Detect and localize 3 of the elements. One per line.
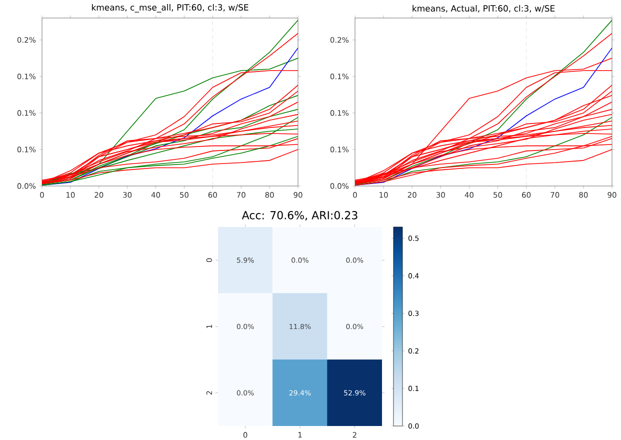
chart-title: kmeans, Actual, PIT:60, cl:3, w/SE xyxy=(412,5,555,12)
chart-title: Acc: 70.6%, ARI:0.23 xyxy=(242,211,358,220)
chart-title: kmeans, c_mse_all, PIT:60, cl:3, w/SE xyxy=(92,4,248,12)
